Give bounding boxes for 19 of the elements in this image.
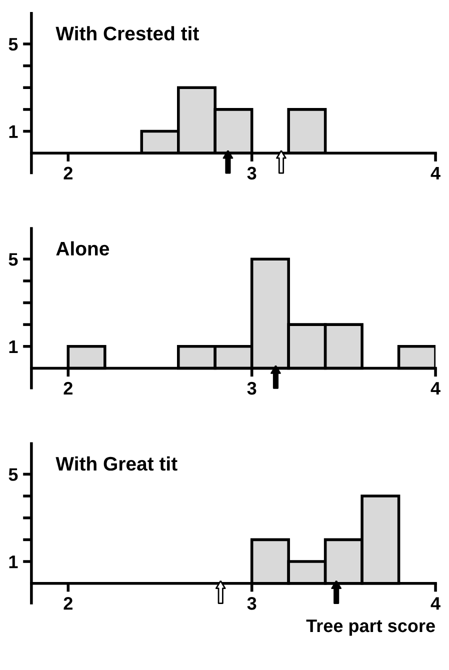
y-tick-label: 5 [8,468,18,481]
x-tick-label: 2 [64,597,72,610]
x-tick-label: 3 [247,382,256,395]
text: With Crested tit [56,26,199,40]
x-tick-label: 4 [430,166,440,180]
text: Alone [56,241,110,256]
x-tick-label: 2 [64,382,72,395]
x-tick-label: 4 [430,597,440,610]
x-tick-label: 4 [430,382,440,395]
x-axis-title: Tree part score [306,620,435,636]
y-tick-label: 5 [8,253,18,266]
y-tick-label: 1 [9,125,18,138]
y-tick-label: 5 [8,38,18,51]
x-tick-label: 3 [247,597,256,610]
y-tick-label: 1 [9,340,18,353]
text: With Great tit [56,456,178,471]
x-tick-label: 3 [247,166,256,180]
x-tick-label: 2 [64,166,72,180]
y-tick-label: 1 [9,556,18,568]
